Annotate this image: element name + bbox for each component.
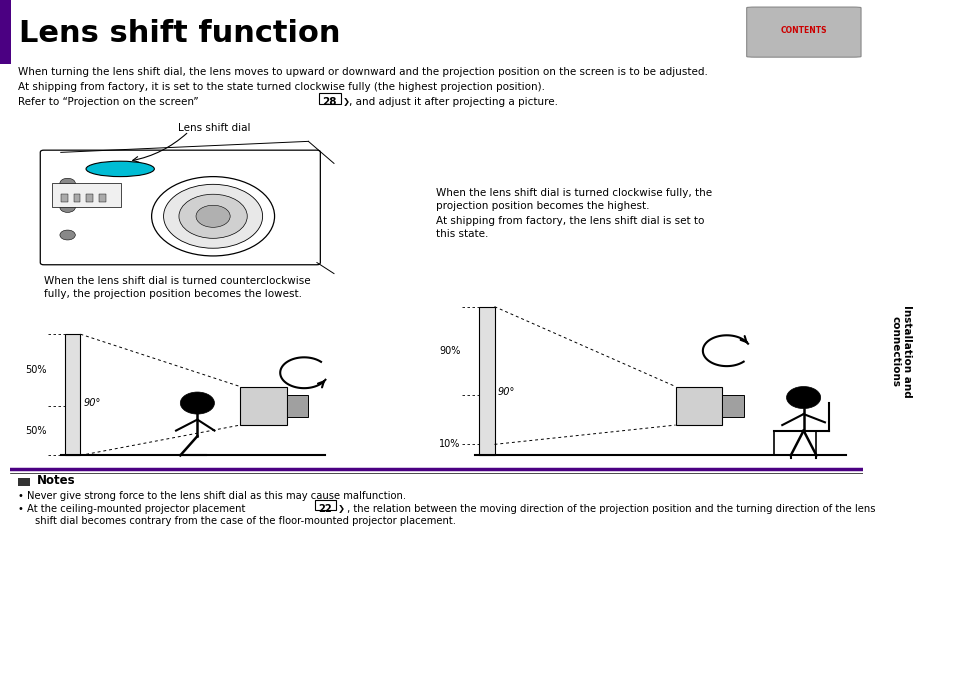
Bar: [240, 387, 287, 425]
Text: 90%: 90%: [438, 345, 460, 356]
Circle shape: [163, 185, 262, 248]
Text: When turning the lens shift dial, the lens moves to upward or downward and the p: When turning the lens shift dial, the le…: [18, 67, 707, 77]
Text: 50%: 50%: [25, 426, 46, 435]
Text: 28: 28: [322, 97, 336, 107]
Text: • Never give strong force to the lens shift dial as this may cause malfunction.: • Never give strong force to the lens sh…: [18, 491, 406, 501]
Bar: [99, 194, 106, 202]
Circle shape: [180, 392, 214, 414]
Text: • At the ceiling-mounted projector placement: • At the ceiling-mounted projector place…: [18, 504, 252, 514]
Text: shift dial becomes contrary from the case of the floor-mounted projector placeme: shift dial becomes contrary from the cas…: [35, 516, 456, 526]
Circle shape: [60, 178, 75, 188]
Bar: [73, 194, 80, 202]
Text: ❯: ❯: [342, 97, 349, 105]
Bar: [478, 307, 494, 456]
Text: , the relation between the moving direction of the projection position and the t: , the relation between the moving direct…: [344, 504, 875, 514]
Text: projection position becomes the highest.: projection position becomes the highest.: [436, 201, 649, 211]
Text: When the lens shift dial is turned counterclockwise: When the lens shift dial is turned count…: [44, 276, 310, 287]
Circle shape: [60, 230, 75, 240]
Bar: [721, 395, 743, 417]
Bar: [0, 0, 11, 64]
Text: Lens shift dial: Lens shift dial: [178, 122, 251, 132]
Text: 20: 20: [892, 20, 926, 44]
Bar: [18, 478, 30, 485]
FancyBboxPatch shape: [746, 7, 861, 57]
Circle shape: [60, 203, 75, 212]
Bar: [61, 194, 68, 202]
Text: When the lens shift dial is turned clockwise fully, the: When the lens shift dial is turned clock…: [436, 188, 712, 198]
Bar: [314, 500, 335, 510]
Text: At shipping from factory, it is set to the state turned clockwise fully (the hig: At shipping from factory, it is set to t…: [18, 82, 544, 92]
Text: Notes: Notes: [37, 474, 75, 487]
Bar: [52, 183, 120, 208]
Text: Lens shift function: Lens shift function: [19, 19, 340, 48]
Text: 22: 22: [318, 504, 332, 514]
Circle shape: [152, 176, 274, 256]
Text: Refer to “Projection on the screen”: Refer to “Projection on the screen”: [18, 97, 205, 107]
Circle shape: [195, 206, 230, 227]
Text: 90°: 90°: [497, 387, 515, 397]
Circle shape: [179, 194, 247, 239]
Bar: [287, 395, 308, 417]
Bar: [675, 387, 721, 425]
FancyBboxPatch shape: [40, 150, 320, 265]
Text: At shipping from factory, the lens shift dial is set to: At shipping from factory, the lens shift…: [436, 216, 704, 226]
Text: fully, the projection position becomes the lowest.: fully, the projection position becomes t…: [44, 289, 301, 299]
Text: 50%: 50%: [25, 365, 46, 375]
Bar: [65, 334, 80, 456]
Bar: [87, 194, 93, 202]
Text: this state.: this state.: [436, 229, 488, 239]
Circle shape: [785, 387, 820, 408]
Text: 10%: 10%: [438, 439, 460, 450]
Text: 90°: 90°: [84, 398, 101, 408]
Text: CONTENTS: CONTENTS: [780, 26, 826, 35]
Text: , and adjust it after projecting a picture.: , and adjust it after projecting a pictu…: [349, 97, 558, 107]
Bar: [318, 93, 340, 104]
Ellipse shape: [86, 161, 154, 176]
Text: ❯: ❯: [337, 504, 344, 513]
Text: Installation and
connections: Installation and connections: [889, 305, 911, 398]
